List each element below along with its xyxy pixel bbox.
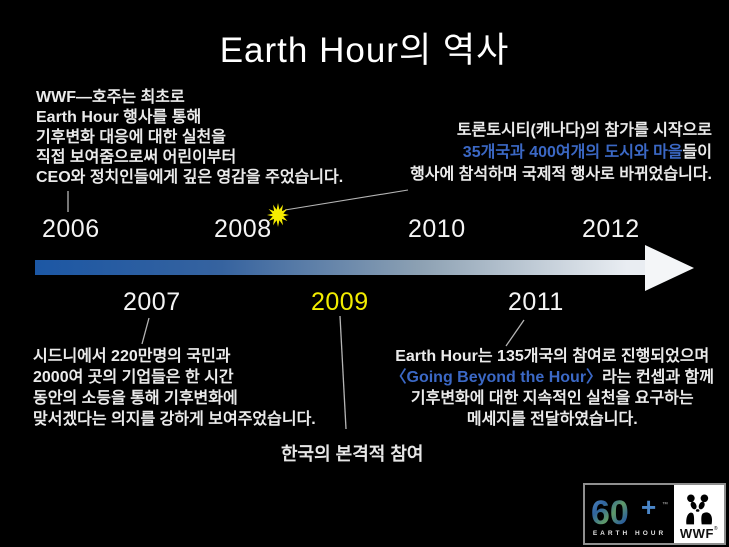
text-line: 〈Going Beyond the Hour〉라는 컨셉과 함께 <box>391 367 715 388</box>
timeline-year-2009-highlighted: 2009 <box>311 288 369 316</box>
highlight-text: 35개국과 400여개의 도시와 마을 <box>462 144 683 161</box>
timeline-year-2010: 2010 <box>408 215 466 243</box>
panda-icon <box>686 494 713 525</box>
earth-hour-60-logo: 60 + ™ EARTH HOUR <box>585 485 674 543</box>
earth-hour-label: EARTH HOUR <box>592 530 667 537</box>
connector-2009 <box>339 315 347 430</box>
text-line: 시드니에서 220만명의 국민과 <box>33 348 231 365</box>
page-title: Earth Hour의 역사 <box>219 31 510 70</box>
logo-area: 60 + ™ EARTH HOUR WWF® <box>583 483 726 545</box>
wwf-text: WWF <box>679 526 714 541</box>
connector-2011 <box>505 319 525 347</box>
timeline-arrow-head <box>645 245 694 291</box>
text-line: 35개국과 400여개의 도시와 마을들이 <box>410 142 712 164</box>
text-line: 기후변화에 대한 지속적인 실천을 요구하는 <box>410 390 694 407</box>
text-line: CEO와 정치인들에게 깊은 영감을 주었습니다. <box>36 169 344 186</box>
timeline-arrow-shaft <box>35 260 658 275</box>
korea-note: 한국의 본격적 참여 <box>281 444 424 464</box>
text-line: 맞서겠다는 의지를 강하게 보여주었습니다. <box>33 411 316 428</box>
starburst-icon <box>267 203 289 227</box>
event-2011-text: Earth Hour는 135개국의 참여로 진행되었으며 〈Going Bey… <box>391 346 715 430</box>
event-2006-text: WWF—호주는 최초로 Earth Hour 행사를 통해 기후변화 대응에 대… <box>36 88 343 188</box>
text-line: Earth Hour는 135개국의 참여로 진행되었으며 <box>395 348 710 365</box>
text-line: 동안의 소등을 통해 기후변화에 <box>33 390 238 407</box>
text-line: 기후변화 대응에 대한 실천을 <box>36 129 226 146</box>
text-line: Earth Hour 행사를 통해 <box>36 109 202 126</box>
timeline-year-2007: 2007 <box>123 288 181 316</box>
plain-text: 들이 <box>682 144 712 161</box>
sixty-text: 60 <box>591 494 629 529</box>
timeline-year-2006: 2006 <box>42 215 100 243</box>
trademark-text: ™ <box>662 501 668 508</box>
event-2008-text: 토론토시티(캐나다)의 참가를 시작으로 35개국과 400여개의 도시와 마을… <box>410 120 712 186</box>
registered-mark: ® <box>713 526 719 532</box>
wwf-logo: WWF® <box>674 485 724 543</box>
timeline-year-2011: 2011 <box>508 288 564 316</box>
text-line: WWF—호주는 최초로 <box>36 89 185 106</box>
text-line: 2000여 곳의 기업들은 한 시간 <box>33 369 234 386</box>
text-line: 행사에 참석하며 국제적 행사로 바뀌었습니다. <box>410 166 712 183</box>
timeline-year-2008: 2008 <box>214 215 272 243</box>
event-2007-text: 시드니에서 220만명의 국민과 2000여 곳의 기업들은 한 시간 동안의 … <box>33 346 316 430</box>
sixty-plus-icon: 60 + ™ <box>591 493 668 529</box>
text-line: 토론토시티(캐나다)의 참가를 시작으로 <box>456 122 712 139</box>
text-line: 직접 보여줌으로써 어린이부터 <box>36 149 237 166</box>
text-line: 메세지를 전달하였습니다. <box>466 411 638 428</box>
plain-text: 라는 컨셉과 함께 <box>602 369 714 386</box>
wwf-label: WWF® <box>679 526 719 541</box>
connector-2007 <box>141 317 150 345</box>
timeline-year-2012: 2012 <box>582 215 640 243</box>
connector-2008 <box>284 189 409 211</box>
highlight-text: 〈Going Beyond the Hour〉 <box>390 369 603 386</box>
plus-text: + <box>641 493 656 522</box>
